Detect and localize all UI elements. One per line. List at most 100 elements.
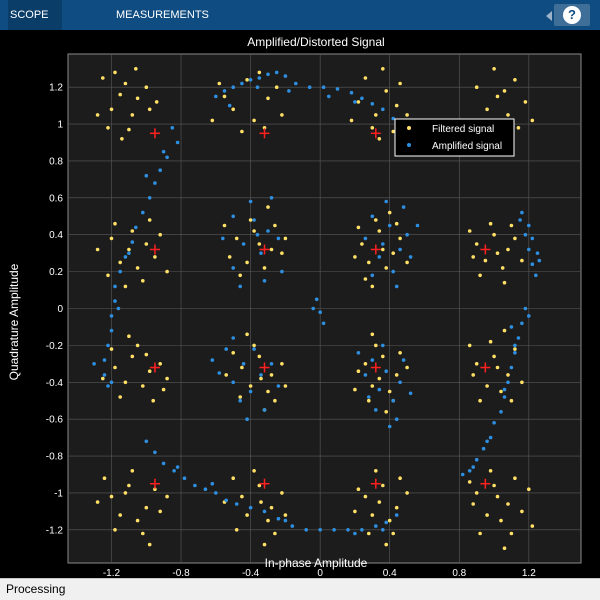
amplified-signal-point — [307, 85, 312, 89]
filtered-signal-point — [495, 94, 500, 99]
amplified-signal-point — [144, 439, 149, 444]
filtered-signal-point — [506, 502, 510, 506]
filtered-signal-point — [370, 284, 375, 289]
amplified-signal-point — [335, 87, 340, 91]
filtered-signal-point — [356, 369, 361, 374]
amplified-signal-point — [170, 126, 175, 130]
amplified-signal-point — [534, 273, 538, 278]
filtered-signal-point — [274, 85, 279, 89]
amplified-signal-point — [502, 387, 507, 392]
filtered-signal-point — [377, 137, 382, 141]
filtered-signal-point — [387, 389, 392, 394]
filtered-signal-point — [488, 221, 493, 226]
x-tick-label: -0.4 — [242, 568, 260, 578]
filtered-signal-point — [130, 113, 135, 117]
amplified-signal-point — [231, 380, 235, 385]
filtered-signal-point — [109, 347, 114, 351]
y-axis-label: Quadrature Amplitude — [7, 263, 21, 380]
amplified-signal-point — [408, 255, 413, 259]
filtered-signal-point — [495, 365, 500, 370]
amplified-signal-point — [172, 469, 176, 473]
filtered-signal-point — [370, 332, 375, 337]
legend[interactable]: Filtered signal Amplified signal — [394, 118, 515, 157]
filtered-signal-point — [513, 347, 517, 351]
reference-marker — [480, 362, 491, 373]
y-tick-label: -0.4 — [46, 378, 64, 389]
reference-marker — [259, 478, 270, 489]
filtered-signal-point — [130, 354, 135, 359]
filtered-signal-point — [101, 376, 105, 381]
filtered-signal-point — [502, 546, 507, 550]
legend-marker-filtered — [407, 126, 411, 130]
filtered-signal-point — [502, 328, 507, 333]
amplified-signal-point — [234, 502, 239, 506]
filtered-signal-point — [474, 85, 479, 89]
filtered-signal-point — [95, 247, 100, 252]
filtered-signal-point — [144, 505, 149, 510]
filtered-signal-point — [234, 528, 239, 532]
amplified-signal-point — [255, 232, 260, 237]
filtered-signal-point — [248, 384, 253, 388]
status-bar: Processing — [0, 578, 600, 600]
filtered-signal-point — [513, 236, 517, 241]
reference-marker — [149, 362, 160, 373]
amplified-signal-point — [231, 266, 235, 270]
filtered-signal-point — [123, 81, 128, 86]
amplified-signal-point — [509, 325, 514, 329]
filtered-signal-point — [374, 469, 378, 473]
amplified-signal-point — [252, 347, 256, 351]
collapse-arrow-icon[interactable] — [546, 11, 552, 21]
filtered-signal-point — [141, 531, 145, 536]
amplified-signal-point — [231, 336, 235, 340]
amplified-signal-point — [394, 284, 399, 289]
filtered-signal-point — [262, 126, 267, 130]
amplified-signal-point — [266, 72, 270, 77]
filtered-signal-point — [405, 491, 409, 495]
y-tick-label: -0.6 — [46, 415, 64, 426]
amplified-signal-point — [374, 524, 378, 528]
filtered-signal-point — [377, 376, 382, 381]
help-button[interactable]: ? — [554, 4, 590, 26]
filtered-signal-point — [266, 96, 270, 101]
amplified-signal-point — [203, 487, 208, 492]
filtered-signal-point — [478, 398, 482, 403]
tab-measurements[interactable]: MEASUREMENTS — [116, 9, 209, 21]
filtered-signal-point — [356, 100, 361, 104]
filtered-signal-point — [513, 476, 517, 481]
amplified-signal-point — [460, 472, 465, 477]
y-tick-label: -1.2 — [46, 525, 64, 536]
filtered-signal-point — [495, 251, 500, 255]
filtered-signal-point — [252, 229, 256, 233]
filtered-signal-point — [165, 494, 169, 499]
filtered-signal-point — [492, 232, 496, 237]
legend-box — [394, 118, 515, 157]
scatter-plot[interactable]: Amplified/Distorted Signal -1.2 -0.8 -0.4 0… — [0, 30, 600, 578]
filtered-signal-point — [398, 476, 402, 481]
filtered-signal-point — [356, 487, 361, 492]
filtered-signal-point — [492, 67, 496, 71]
filtered-signal-point — [353, 387, 357, 392]
filtered-signal-point — [245, 260, 249, 265]
filtered-signal-point — [222, 223, 227, 228]
amplified-signal-point — [356, 351, 361, 355]
amplified-signal-point — [363, 373, 368, 377]
amplified-signal-point — [175, 465, 180, 469]
filtered-signal-point — [240, 365, 244, 370]
filtered-signal-point — [118, 92, 122, 97]
filtered-signal-point — [513, 78, 517, 82]
amplified-signal-point — [113, 284, 117, 289]
filtered-signal-point — [120, 137, 124, 141]
amplified-signal-point — [527, 314, 531, 318]
filtered-signal-point — [102, 476, 107, 481]
filtered-signal-point — [381, 67, 385, 71]
filtered-signal-point — [370, 513, 375, 517]
status-text: Processing — [6, 582, 66, 596]
filtered-signal-point — [109, 107, 114, 112]
filtered-signal-point — [398, 81, 402, 86]
amplified-signal-point — [506, 380, 510, 385]
filtered-signal-point — [95, 500, 100, 504]
amplified-signal-point — [276, 236, 281, 241]
filtered-signal-point — [141, 384, 145, 388]
filtered-signal-point — [222, 94, 227, 99]
tab-scope[interactable]: SCOPE — [8, 0, 62, 30]
